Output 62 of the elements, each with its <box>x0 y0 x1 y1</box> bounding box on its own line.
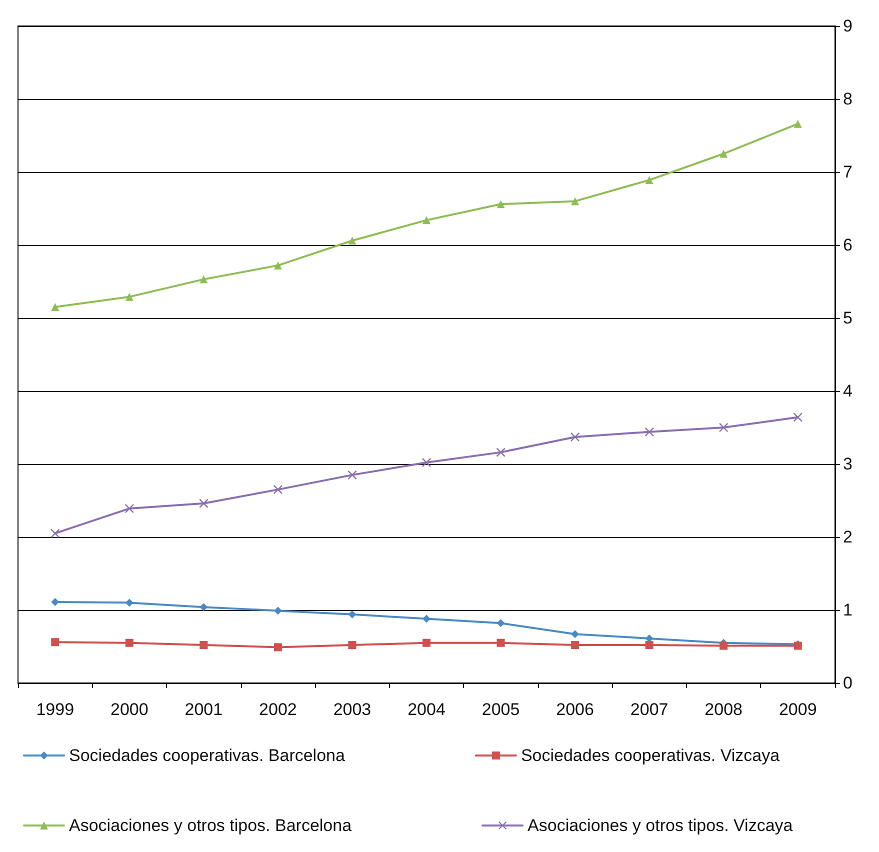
point <box>496 638 505 647</box>
x-tick-label: 2004 <box>408 700 446 719</box>
point <box>125 598 134 607</box>
legend-label: Asociaciones y otros tipos. Barcelona <box>69 816 352 835</box>
legend-label: Sociedades cooperativas. Vizcaya <box>520 746 780 765</box>
point <box>274 606 282 615</box>
x-tick-label: 2008 <box>704 700 743 719</box>
point <box>645 634 654 642</box>
point <box>422 638 430 647</box>
point <box>125 638 134 647</box>
point <box>50 528 60 538</box>
x-tick-label: 2005 <box>482 700 520 719</box>
y-tick-label: 0 <box>843 674 852 692</box>
point <box>571 630 580 638</box>
x-tick-label: 2006 <box>556 700 594 719</box>
point <box>571 641 580 650</box>
point <box>422 614 430 623</box>
point <box>496 200 505 208</box>
point <box>422 216 430 224</box>
point <box>51 638 60 646</box>
point <box>199 498 208 508</box>
point <box>348 610 356 618</box>
x-tick-label: 2009 <box>778 700 817 719</box>
point <box>274 261 282 270</box>
point <box>793 412 802 422</box>
y-tick-label: 1 <box>843 600 852 620</box>
legend-label: Asociaciones y otros tipos. Vizcaya <box>528 816 794 835</box>
point <box>794 120 802 128</box>
y-tick-label: 9 <box>843 16 852 36</box>
point <box>200 603 208 612</box>
point <box>720 150 728 158</box>
point <box>124 504 134 514</box>
point <box>274 643 282 652</box>
y-tick-label: 8 <box>843 90 852 108</box>
x-tick-label: 2000 <box>110 700 148 719</box>
point <box>51 303 60 312</box>
point <box>644 427 654 436</box>
point <box>496 619 505 628</box>
y-tick-label: 2 <box>843 528 852 546</box>
point <box>51 598 60 606</box>
point <box>273 485 282 494</box>
point <box>125 292 134 301</box>
point <box>720 642 728 650</box>
y-tick-label: 6 <box>843 236 852 254</box>
x-tick-label: 2002 <box>259 700 297 719</box>
y-tick-label: 5 <box>843 308 852 328</box>
x-tick-label: 2003 <box>333 700 372 719</box>
point <box>348 236 356 245</box>
point <box>348 641 356 650</box>
y-tick-label: 4 <box>843 382 852 400</box>
x-tick-label: 1999 <box>36 700 74 719</box>
x-tick-label: 2007 <box>630 700 668 719</box>
point <box>200 641 208 650</box>
y-tick-label: 7 <box>843 162 852 182</box>
point <box>571 197 580 206</box>
x-tick-label: 2001 <box>184 700 223 719</box>
point <box>645 641 654 650</box>
point <box>348 470 357 480</box>
legend-label: Sociedades cooperativas. Barcelona <box>69 746 346 765</box>
point <box>200 275 208 284</box>
point <box>645 176 654 184</box>
y-tick-label: 3 <box>843 454 852 474</box>
